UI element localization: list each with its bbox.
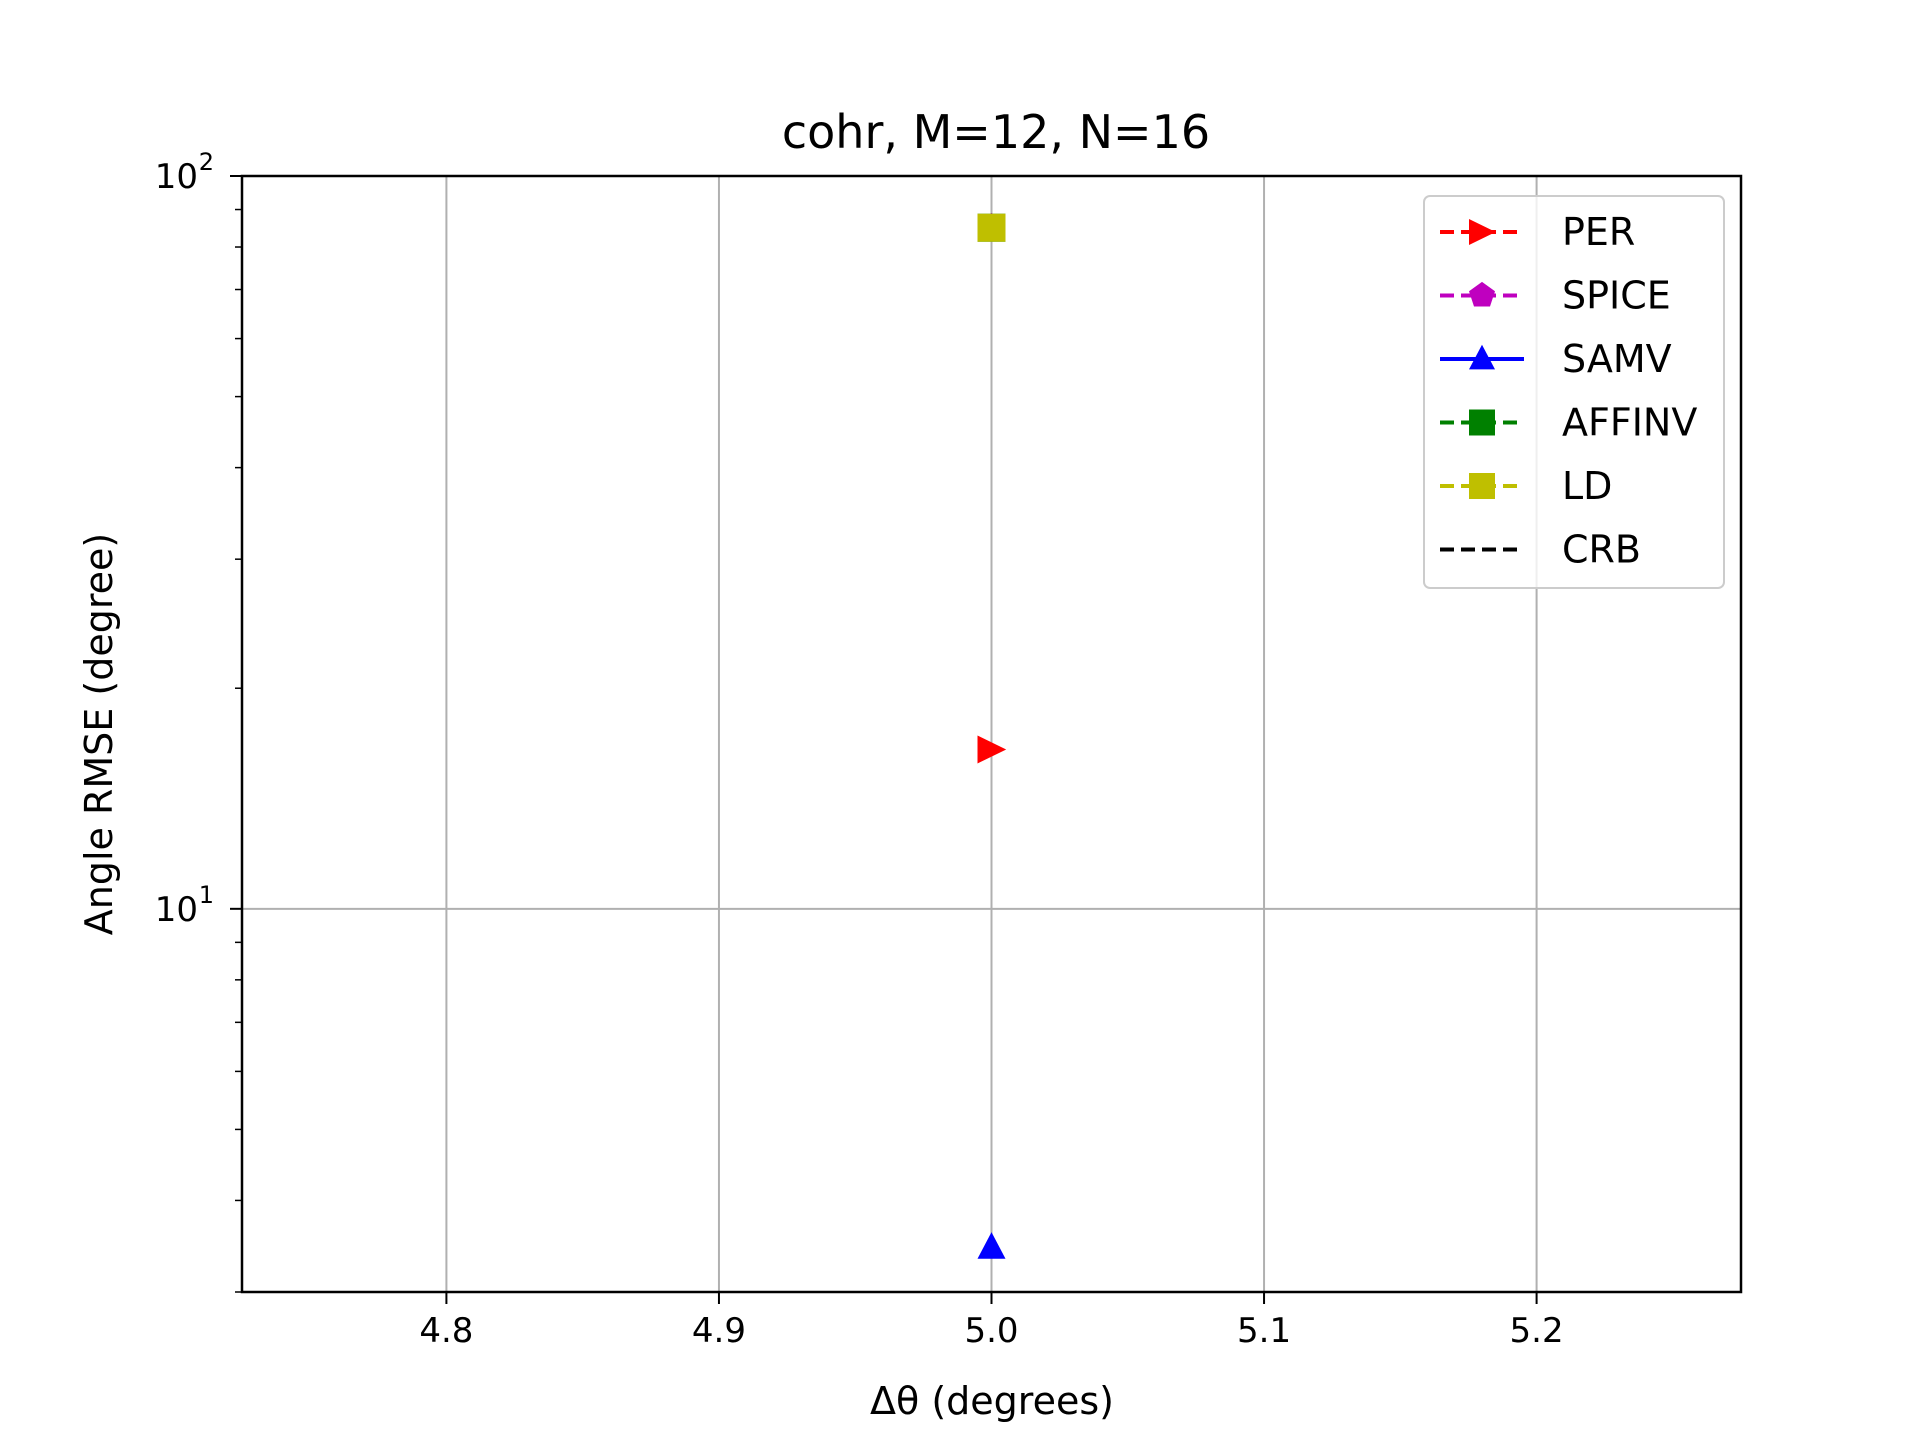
data-marks — [977, 213, 1007, 1259]
y-tick-label: 10 — [155, 157, 198, 197]
legend-item-spice: SPICE — [1440, 274, 1671, 318]
legend-marker — [1469, 281, 1495, 307]
x-tick-label: 4.8 — [419, 1311, 473, 1351]
data-point-ld — [977, 213, 1006, 242]
x-axis-label: Δθ (degrees) — [870, 1379, 1114, 1423]
chart-title: cohr, M=12, N=16 — [782, 105, 1210, 159]
legend-item-samv: SAMV — [1440, 337, 1672, 381]
plot-frame — [240, 174, 1743, 1294]
y-tick-exponent: 1 — [199, 881, 214, 909]
x-tick-label: 5.1 — [1237, 1311, 1291, 1351]
y-axis-label: Angle RMSE (degree) — [77, 533, 121, 935]
x-tick-label: 4.9 — [692, 1311, 746, 1351]
legend-marker — [1469, 473, 1495, 499]
legend-label: SPICE — [1562, 274, 1671, 318]
x-tick-label: 5.2 — [1510, 1311, 1564, 1351]
legend: PER SPICE SAMV AFFINV LD CRB — [1423, 195, 1725, 589]
y-tick-exponent: 2 — [199, 148, 214, 176]
legend-label: AFFINV — [1562, 401, 1697, 445]
data-point-per — [977, 735, 1007, 764]
legend-label: SAMV — [1562, 337, 1672, 381]
legend-label: LD — [1562, 464, 1612, 508]
y-tick-label: 10 — [155, 890, 198, 930]
legend-item-ld: LD — [1440, 464, 1612, 508]
legend-item-affinv: AFFINV — [1440, 401, 1697, 445]
x-tick-label: 5.0 — [964, 1311, 1018, 1351]
legend-label: PER — [1562, 210, 1635, 254]
legend-box — [1423, 195, 1725, 589]
legend-item-per: PER — [1440, 210, 1635, 254]
legend-marker — [1469, 344, 1495, 370]
legend-label: CRB — [1562, 528, 1641, 572]
legend-marker — [1469, 219, 1496, 245]
legend-marker — [1469, 409, 1495, 436]
legend-item-crb: CRB — [1440, 528, 1641, 572]
data-point-samv — [977, 1232, 1006, 1259]
